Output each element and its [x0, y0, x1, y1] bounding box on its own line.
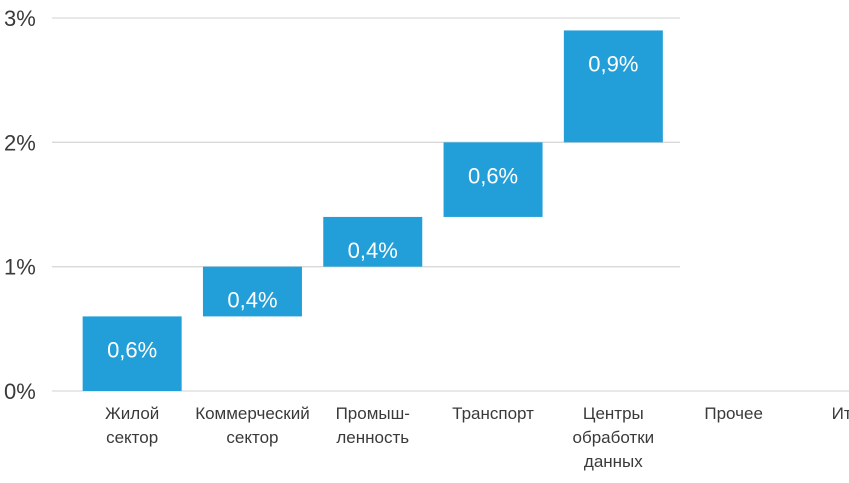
category-label-1: Коммерческий сектор [195, 404, 310, 447]
category-label-line: сектор [226, 428, 278, 447]
category-label-line: Центры [583, 404, 644, 423]
category-label-5: Прочее [704, 404, 763, 423]
bar-0 [82, 316, 182, 391]
category-label-line: Итого [832, 404, 849, 423]
category-label-line: сектор [106, 428, 158, 447]
category-label-line: Прочее [704, 404, 763, 423]
category-label-line: ленность [336, 428, 409, 447]
bars [82, 30, 663, 391]
category-label-3: Транспорт [452, 404, 534, 423]
category-label-line: Промыш- [336, 404, 410, 423]
category-label-4: Центры обработки данных [573, 404, 655, 471]
bar-data-labels: 0,6% 0,4% 0,4% 0,6% 0,9% [107, 51, 638, 362]
y-tick-label: 0% [4, 379, 36, 404]
category-label-0: Жилой сектор [105, 404, 159, 447]
y-tick-label: 3% [4, 6, 36, 31]
category-label-line: Транспорт [452, 404, 534, 423]
bar-2 [323, 216, 423, 267]
bar-data-label-4: 0,9% [588, 51, 638, 76]
bar-3 [443, 142, 543, 217]
category-label-line: Коммерческий [195, 404, 310, 423]
category-label-line: Жилой [105, 404, 159, 423]
bar-data-label-2: 0,4% [348, 238, 398, 263]
bar-data-label-0: 0,6% [107, 337, 157, 362]
category-label-2: Промыш-ленность [336, 404, 410, 447]
y-axis-tick-labels: 0% 1% 2% 3% [4, 6, 36, 404]
y-tick-label: 2% [4, 130, 36, 155]
category-label-line: обработки [573, 428, 655, 447]
bar-data-label-3: 0,6% [468, 163, 518, 188]
y-tick-label: 1% [4, 255, 36, 280]
category-label-line: данных [584, 452, 643, 471]
bar-data-label-1: 0,4% [227, 288, 277, 313]
bar-1 [202, 266, 302, 317]
category-label-6: Итого [832, 404, 849, 423]
bar-4 [563, 30, 663, 143]
x-axis-category-labels: Жилой сектор Коммерческий сектор Промыш-ленн… [105, 404, 849, 471]
gridlines [52, 17, 849, 392]
